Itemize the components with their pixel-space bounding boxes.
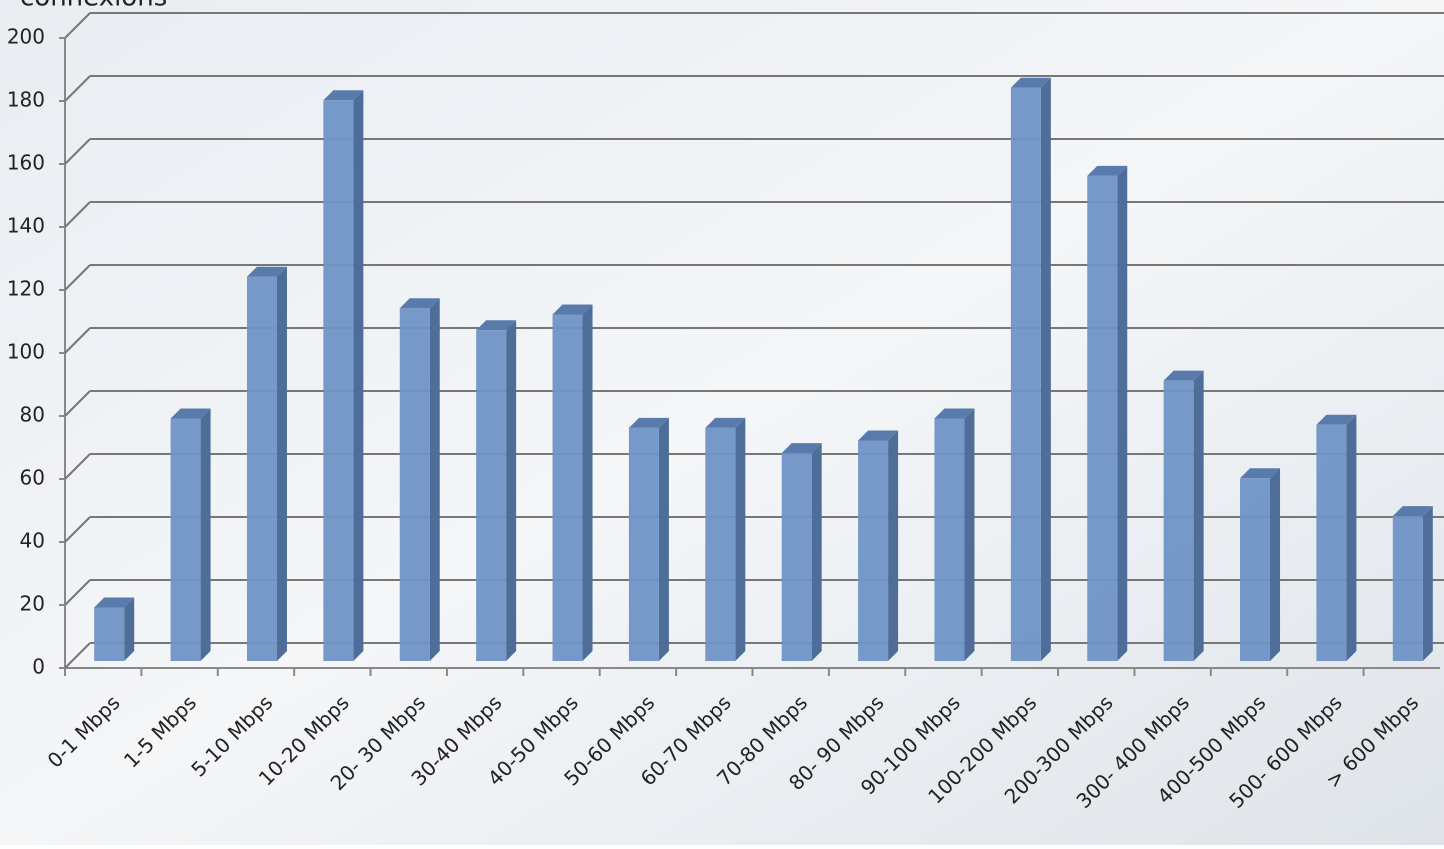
bar-top xyxy=(705,417,746,428)
y-tick-label: 20 xyxy=(20,592,45,616)
bar-side xyxy=(1346,414,1357,661)
bar-top xyxy=(1163,370,1204,381)
bar xyxy=(1316,424,1347,661)
grid-line xyxy=(64,642,91,669)
bar-side xyxy=(124,597,135,661)
bar-side xyxy=(964,408,975,661)
y-tick-label: 80 xyxy=(20,403,45,427)
bar-top xyxy=(476,320,517,331)
grid-line xyxy=(64,327,91,354)
bar-top xyxy=(934,408,975,419)
bar-side xyxy=(429,298,440,661)
bar xyxy=(1010,87,1041,661)
bar-top xyxy=(858,430,899,441)
bar-top xyxy=(552,304,593,315)
bar-top xyxy=(1392,506,1433,517)
bar-top xyxy=(170,408,211,419)
bar xyxy=(170,418,201,661)
bar-top xyxy=(1010,77,1051,88)
bar xyxy=(94,607,125,661)
bar-side xyxy=(276,266,287,661)
grid-line xyxy=(64,453,91,480)
bar-side xyxy=(1040,77,1051,661)
bar-top xyxy=(1087,165,1128,176)
grid-line xyxy=(64,264,91,291)
y-tick-label: 100 xyxy=(7,340,45,364)
bar-top xyxy=(399,298,440,309)
bar xyxy=(705,427,736,661)
bar-side xyxy=(1270,468,1281,661)
bar-side xyxy=(1117,165,1128,661)
bar-top xyxy=(1240,468,1281,479)
bar xyxy=(934,418,965,661)
grid-line xyxy=(64,12,91,39)
bar xyxy=(476,330,507,661)
bar-top xyxy=(323,90,364,101)
grid-line xyxy=(64,579,91,606)
bar-top xyxy=(94,597,135,608)
grid-line xyxy=(64,138,91,165)
grid-line xyxy=(64,516,91,543)
bar-side xyxy=(888,430,899,661)
bar-side xyxy=(506,320,517,661)
bar-side xyxy=(1422,506,1433,661)
y-tick-label: 0 xyxy=(32,655,45,679)
bar xyxy=(323,100,354,662)
bar xyxy=(552,314,583,661)
bar xyxy=(858,440,889,661)
bar-top xyxy=(1316,414,1357,425)
y-tick-label: 180 xyxy=(7,88,45,112)
bar-side xyxy=(658,417,669,661)
bar xyxy=(1163,380,1194,661)
grid-line xyxy=(64,390,91,417)
bar xyxy=(1392,516,1423,661)
grid-line xyxy=(64,201,91,228)
bar-top xyxy=(781,443,822,454)
bar-top xyxy=(246,266,287,277)
bar-side xyxy=(353,90,364,662)
bar xyxy=(399,308,430,661)
bar xyxy=(1087,175,1118,661)
bar xyxy=(628,427,659,661)
bar-top xyxy=(628,417,669,428)
bar-side xyxy=(811,443,822,661)
y-axis-title: connexions xyxy=(20,0,167,13)
y-tick-label: 140 xyxy=(7,214,45,238)
grid-line xyxy=(64,75,91,102)
y-tick-label: 120 xyxy=(7,277,45,301)
bar xyxy=(781,453,812,661)
y-tick-label: 60 xyxy=(20,466,45,490)
bar-side xyxy=(200,408,211,661)
y-tick-label: 200 xyxy=(7,25,45,49)
y-tick-label: 40 xyxy=(20,529,45,553)
bar-side xyxy=(582,304,593,661)
bar xyxy=(246,276,277,661)
bar-side xyxy=(735,417,746,661)
bar-side xyxy=(1193,370,1204,661)
y-tick-label: 160 xyxy=(7,151,45,175)
bar xyxy=(1240,478,1271,661)
